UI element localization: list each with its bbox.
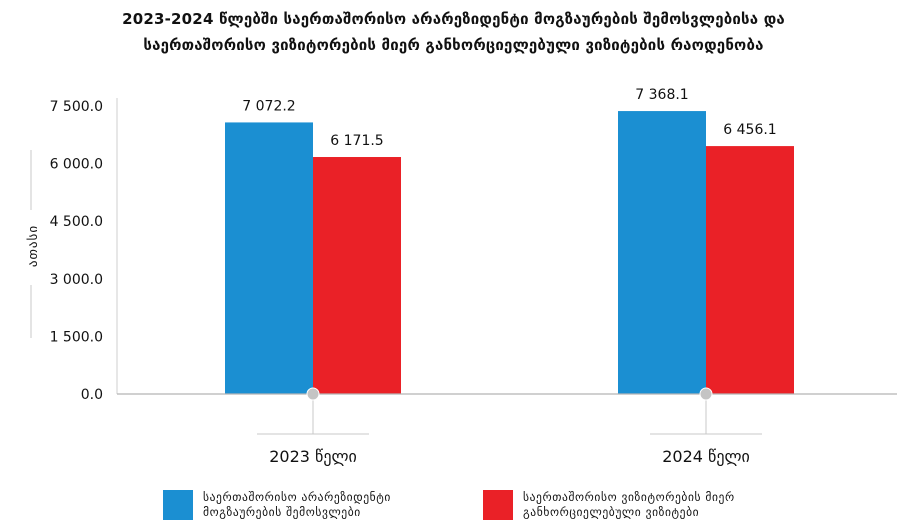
- category-marker: [699, 387, 713, 401]
- legend-label-arrivals: საერთაშორისო არარეზიდენტი მოგზაურების შე…: [203, 490, 391, 519]
- y-axis-title: ათასი: [26, 225, 41, 267]
- bar-value-label: 6 171.5: [330, 133, 383, 149]
- legend-label-visits: საერთაშორისო ვიზიტორების მიერ განხორციელ…: [523, 490, 735, 519]
- bar-visits: [313, 157, 401, 394]
- x-category-label: 2024 წელი: [662, 447, 750, 466]
- legend-swatch-arrivals: [163, 490, 193, 520]
- bar-value-label: 6 456.1: [723, 122, 776, 138]
- legend-item-visits: საერთაშორისო ვიზიტორების მიერ განხორციელ…: [483, 490, 753, 520]
- y-tick-label: 6 000.0: [50, 157, 103, 173]
- chart-title-line-1: 2023-2024 წლებში საერთაშორისო არარეზიდენ…: [122, 10, 785, 28]
- bar-arrivals: [225, 122, 313, 394]
- legend-swatch-visits: [483, 490, 513, 520]
- y-tick-label: 0.0: [81, 387, 103, 403]
- bar-value-label: 7 368.1: [635, 87, 688, 103]
- y-tick-label: 7 500.0: [50, 99, 103, 115]
- y-tick-label: 4 500.0: [50, 214, 103, 230]
- category-marker: [306, 387, 320, 401]
- y-tick-label: 3 000.0: [50, 272, 103, 288]
- x-category-label: 2023 წელი: [269, 447, 357, 466]
- y-tick-label: 1 500.0: [50, 329, 103, 345]
- legend-item-arrivals: საერთაშორისო არარეზიდენტი მოგზაურების შე…: [163, 490, 433, 520]
- bar-visits: [706, 146, 794, 394]
- bar-value-label: 7 072.2: [242, 98, 295, 114]
- bar-arrivals: [618, 111, 706, 395]
- chart-title-line-2: საერთაშორისო ვიზიტორების მიერ განხორციელ…: [143, 36, 764, 54]
- chart-title: 2023-2024 წლებში საერთაშორისო არარეზიდენ…: [0, 6, 907, 58]
